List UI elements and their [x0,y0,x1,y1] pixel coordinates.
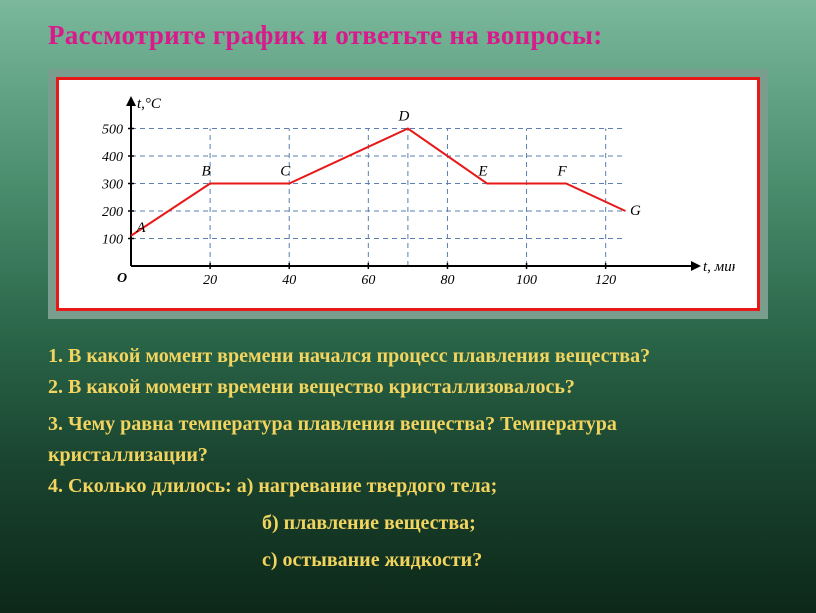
question-2: 2. В какой момент времени вещество крист… [48,374,768,401]
svg-text:100: 100 [516,273,537,288]
svg-text:20: 20 [203,273,217,288]
svg-text:60: 60 [361,273,375,288]
point-label-F: F [557,164,568,180]
chart-frame: 100 200 300 400 500 20 40 60 80 100 120 t,°C t, мин O… [56,77,760,311]
svg-text:200: 200 [102,205,123,220]
question-4: 4. Сколько длилось: а) нагревание твердо… [48,473,768,500]
y-axis-label: t,°C [137,96,162,112]
point-label-C: C [280,164,291,180]
question-3-line1: 3. Чему равна температура плавления веще… [48,411,768,438]
x-axis-label: t, мин [703,259,735,275]
svg-text:40: 40 [282,273,296,288]
data-line [131,129,625,236]
svg-text:400: 400 [102,150,123,165]
svg-text:500: 500 [102,123,123,138]
svg-text:120: 120 [595,273,616,288]
temperature-chart: 100 200 300 400 500 20 40 60 80 100 120 t,°C t, мин O… [75,90,735,300]
point-label-B: B [202,164,211,180]
point-label-G: G [630,203,641,219]
page-title: Рассмотрите график и ответьте на вопросы… [48,20,768,51]
question-4c: с) остывание жидкости? [48,547,768,574]
svg-text:100: 100 [102,233,123,248]
point-label-D: D [397,109,409,125]
point-label-E: E [477,164,487,180]
question-4b: б) плавление вещества; [48,510,768,537]
question-1: 1. В какой момент времени начался процес… [48,343,768,370]
question-3-line2: кристаллизации? [48,442,768,469]
svg-text:80: 80 [440,273,454,288]
grid [131,129,625,267]
origin-label: O [117,271,127,286]
questions-block: 1. В какой момент времени начался процес… [48,343,768,574]
chart-outer-frame: 100 200 300 400 500 20 40 60 80 100 120 t,°C t, мин O… [48,69,768,319]
point-label-A: A [135,220,146,236]
svg-text:300: 300 [101,178,123,193]
